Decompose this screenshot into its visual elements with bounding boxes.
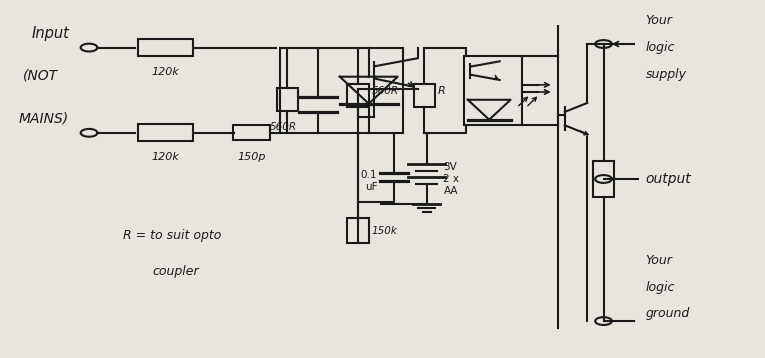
Bar — [347, 84, 369, 107]
Text: Your: Your — [646, 14, 672, 28]
Text: Input: Input — [32, 26, 70, 41]
Bar — [593, 161, 614, 197]
Text: Your: Your — [646, 254, 672, 267]
Bar — [414, 84, 435, 107]
Text: 2 x: 2 x — [444, 174, 460, 184]
Bar — [138, 39, 193, 56]
Text: coupler: coupler — [152, 265, 199, 278]
Text: R = to suit opto: R = to suit opto — [123, 229, 222, 242]
Text: 150p: 150p — [237, 153, 265, 163]
Bar — [233, 125, 270, 140]
Bar — [347, 218, 369, 243]
Text: supply: supply — [646, 68, 686, 81]
Text: 560R: 560R — [372, 86, 399, 96]
Text: uF: uF — [365, 182, 377, 192]
Text: 560R: 560R — [270, 122, 297, 132]
Text: 0.1: 0.1 — [360, 170, 377, 180]
Text: output: output — [646, 172, 692, 186]
Text: 150k: 150k — [372, 226, 398, 236]
Text: 120k: 120k — [151, 67, 179, 77]
Text: ground: ground — [646, 308, 690, 320]
Text: R: R — [438, 86, 446, 96]
Text: logic: logic — [646, 41, 675, 54]
Text: 3V: 3V — [444, 161, 457, 171]
Text: AA: AA — [444, 187, 458, 197]
Text: logic: logic — [646, 281, 675, 294]
Bar — [277, 87, 298, 111]
Text: 120k: 120k — [151, 153, 179, 163]
Text: (NOT: (NOT — [23, 69, 58, 83]
Bar — [138, 124, 193, 141]
Text: MAINS): MAINS) — [18, 112, 68, 126]
Bar — [464, 55, 522, 125]
